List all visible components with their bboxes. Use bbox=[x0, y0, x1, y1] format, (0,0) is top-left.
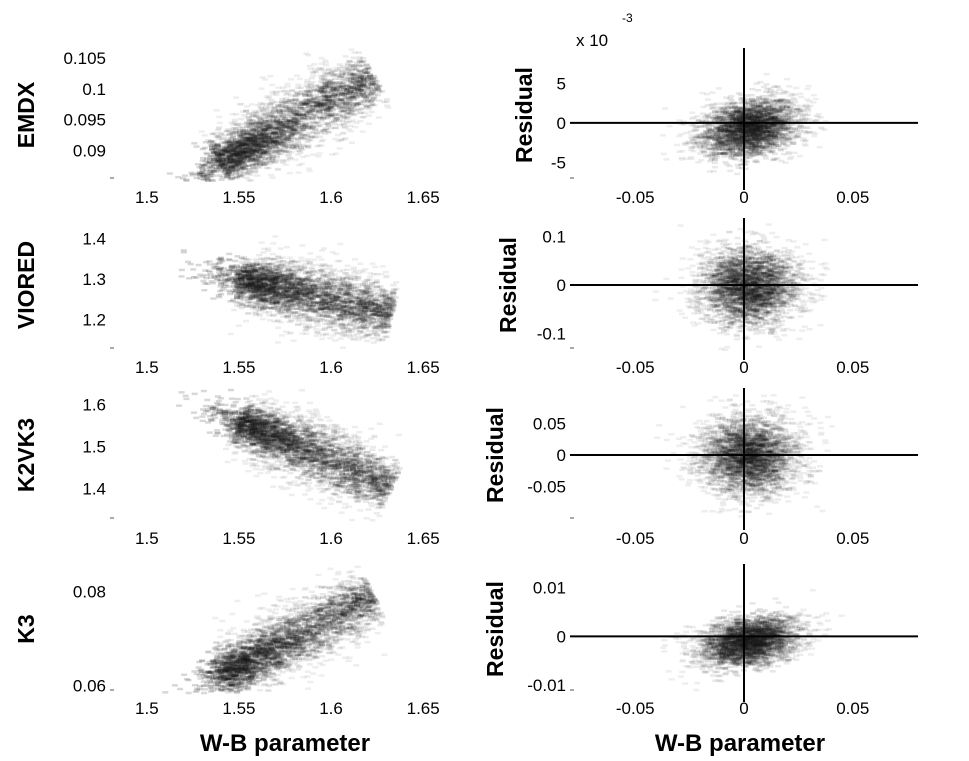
chart-panel-right-1: -0.05 0 0.05 -5 0 5 Residual x 10 -3 bbox=[511, 11, 918, 207]
x-tick-label: 0.05 bbox=[836, 358, 869, 377]
y-tick-label: -5 bbox=[551, 153, 566, 172]
x-tick-label: 1.65 bbox=[407, 529, 440, 548]
density-cloud bbox=[176, 388, 403, 522]
x-tick-label: -0.05 bbox=[616, 699, 655, 718]
x-tick-label: 0.05 bbox=[836, 188, 869, 207]
y-exponent-power: -3 bbox=[622, 11, 633, 25]
y-tick-label: 1.5 bbox=[82, 438, 106, 457]
y-tick-label: 0.06 bbox=[73, 676, 106, 695]
y-axis-label: K3 bbox=[13, 614, 39, 643]
y-tick-label: 0.095 bbox=[63, 111, 106, 130]
y-tick-label: 1.3 bbox=[82, 270, 106, 289]
x-tick-label: 0.05 bbox=[836, 699, 869, 718]
y-tick-label: 1.4 bbox=[82, 229, 106, 248]
y-axis-label: Residual bbox=[511, 67, 537, 163]
x-tick-label: 1.55 bbox=[222, 188, 255, 207]
x-tick-label: 1.5 bbox=[135, 358, 159, 377]
x-tick-label: 1.5 bbox=[135, 188, 159, 207]
y-tick-label: -0.1 bbox=[537, 324, 566, 343]
y-tick-label: 0.105 bbox=[63, 49, 106, 68]
x-tick-label: 1.6 bbox=[319, 188, 343, 207]
chart-panel-right-4: -0.05 0 0.05 -0.01 0 0.01 Residual W-B paramete… bbox=[482, 564, 918, 757]
y-tick-label: 1.2 bbox=[82, 311, 106, 330]
y-tick-label: 0 bbox=[557, 114, 566, 133]
y-tick-label: 0.09 bbox=[73, 141, 106, 160]
x-tick-label: -0.05 bbox=[616, 529, 655, 548]
y-tick-label: 5 bbox=[557, 75, 566, 94]
y-exponent-label: x 10 bbox=[576, 31, 608, 50]
x-tick-label: 0.05 bbox=[836, 529, 869, 548]
x-axis-label: W-B parameter bbox=[200, 730, 370, 757]
x-tick-label: 0 bbox=[739, 188, 748, 207]
y-axis-label: VIORED bbox=[13, 241, 39, 329]
x-tick-label: 0 bbox=[739, 358, 748, 377]
y-axis-label: EMDX bbox=[13, 81, 39, 148]
y-tick-label: 1.4 bbox=[82, 480, 106, 499]
x-tick-label: 1.5 bbox=[135, 529, 159, 548]
y-tick-label: 0.1 bbox=[82, 80, 106, 99]
y-axis-label: Residual bbox=[482, 407, 508, 503]
y-tick-label: 0 bbox=[557, 627, 566, 646]
chart-panel-left-3: 1.5 1.55 1.6 1.65 1.4 1.5 1.6 K2VK3 bbox=[13, 388, 440, 548]
x-tick-label: 1.55 bbox=[222, 699, 255, 718]
chart-panel-right-3: -0.05 0 0.05 -0.05 0 0.05 Residual bbox=[482, 388, 918, 548]
x-tick-label: 1.65 bbox=[407, 699, 440, 718]
density-cloud bbox=[659, 72, 829, 176]
density-cloud bbox=[652, 223, 831, 352]
y-tick-label: 0 bbox=[557, 276, 566, 295]
y-tick-label: 0.05 bbox=[533, 415, 566, 434]
x-tick-label: 1.55 bbox=[222, 358, 255, 377]
x-tick-label: 1.6 bbox=[319, 358, 343, 377]
chart-panel-left-1: 1.5 1.55 1.6 1.65 0.09 0.095 0.1 0.105 EMDX bbox=[13, 48, 440, 207]
y-tick-label: 0 bbox=[557, 446, 566, 465]
density-cloud bbox=[166, 48, 392, 182]
y-tick-label: 0.08 bbox=[73, 582, 106, 601]
y-tick-label: 0.1 bbox=[542, 228, 566, 247]
x-tick-label: 1.55 bbox=[222, 529, 255, 548]
y-tick-label: -0.05 bbox=[527, 478, 566, 497]
x-tick-label: 1.65 bbox=[407, 358, 440, 377]
y-axis-label: Residual bbox=[495, 237, 521, 333]
chart-panel-left-4: 1.5 1.55 1.6 1.65 0.06 0.08 K3 W-B parameter bbox=[13, 565, 440, 757]
chart-panel-right-2: -0.05 0 0.05 -0.1 0 0.1 Residual bbox=[495, 218, 918, 377]
y-axis-label: Residual bbox=[482, 581, 508, 677]
density-cloud bbox=[178, 235, 400, 349]
x-tick-label: 0 bbox=[739, 529, 748, 548]
y-tick-label: 0.01 bbox=[533, 579, 566, 598]
chart-panel-left-2: 1.5 1.55 1.6 1.65 1.2 1.3 1.4 VIORED bbox=[13, 229, 440, 377]
x-tick-label: 1.6 bbox=[319, 529, 343, 548]
density-cloud bbox=[162, 565, 388, 695]
x-tick-label: 1.6 bbox=[319, 699, 343, 718]
y-tick-label: -0.01 bbox=[527, 676, 566, 695]
y-tick-label: 1.6 bbox=[82, 396, 106, 415]
x-tick-label: 1.65 bbox=[407, 188, 440, 207]
x-tick-label: 1.5 bbox=[135, 699, 159, 718]
x-tick-label: 0 bbox=[739, 699, 748, 718]
y-axis-label: K2VK3 bbox=[13, 418, 39, 492]
x-tick-label: -0.05 bbox=[616, 188, 655, 207]
density-cloud bbox=[660, 589, 845, 692]
x-tick-label: -0.05 bbox=[616, 358, 655, 377]
x-axis-label: W-B parameter bbox=[655, 730, 825, 757]
